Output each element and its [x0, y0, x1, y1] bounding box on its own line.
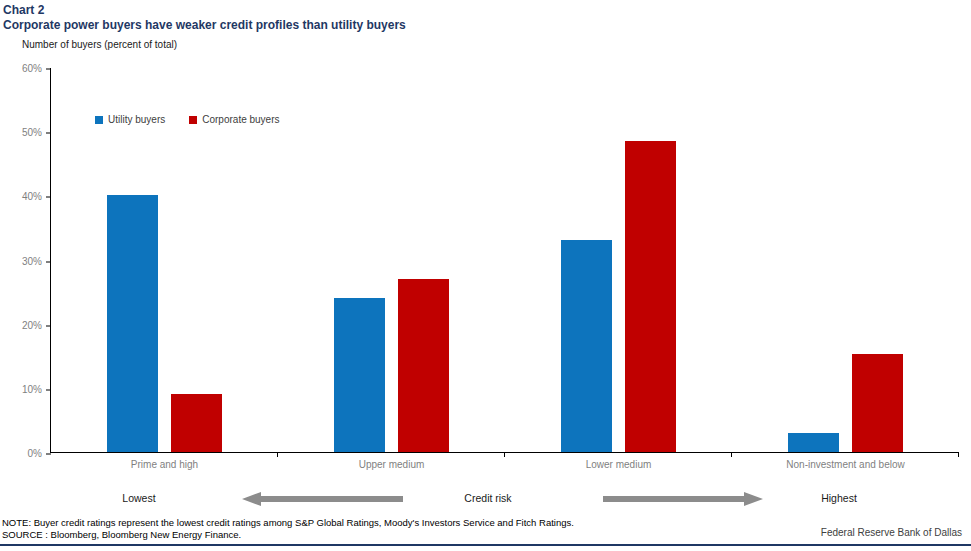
bar-utility-buyers-4: [788, 433, 839, 452]
y-axis-tick-label: 0%: [28, 448, 42, 459]
y-axis-tick-label: 60%: [22, 63, 42, 74]
legend-item-corporate: Corporate buyers: [189, 114, 279, 125]
bar-utility-buyers-2: [334, 298, 385, 452]
legend-item-utility: Utility buyers: [95, 114, 165, 125]
x-category-label: Non-investment and below: [732, 459, 959, 470]
bar-group-4: [732, 68, 959, 452]
legend-label-corporate: Corporate buyers: [202, 114, 279, 125]
y-axis-tick-label: 30%: [22, 255, 42, 266]
chart-legend: Utility buyers Corporate buyers: [95, 114, 280, 125]
utility-legend-swatch-icon: [95, 116, 103, 124]
bar-corporate-buyers-3: [625, 141, 676, 452]
y-axis-tick: [46, 197, 51, 198]
y-axis-tick: [46, 454, 51, 455]
plot-area: Utility buyers Corporate buyers 0%10%20%…: [50, 68, 958, 453]
bar-corporate-buyers-2: [398, 279, 449, 452]
chart-number-label: Chart 2: [3, 3, 44, 17]
credit-risk-low-label: Lowest: [122, 492, 155, 504]
bar-group-2: [278, 68, 505, 452]
y-axis-tick: [46, 389, 51, 390]
x-category-label: Prime and high: [51, 459, 278, 470]
y-axis-tick-label: 20%: [22, 319, 42, 330]
x-axis-tick: [731, 452, 732, 457]
credit-risk-high-label: Highest: [821, 492, 857, 504]
y-axis-tick-label: 40%: [22, 191, 42, 202]
y-axis-tick-label: 50%: [22, 127, 42, 138]
attribution-text: Federal Reserve Bank of Dallas: [821, 527, 962, 538]
y-axis-tick-label: 10%: [22, 383, 42, 394]
x-category-label: Upper medium: [278, 459, 505, 470]
bar-utility-buyers-3: [561, 240, 612, 452]
bar-utility-buyers-1: [107, 195, 158, 452]
arrow-left-icon: [242, 492, 403, 506]
y-axis-tick: [46, 325, 51, 326]
y-axis-tick: [46, 261, 51, 262]
bar-corporate-buyers-1: [171, 394, 222, 452]
bottom-rule: [0, 544, 971, 546]
bar-group-1: [51, 68, 278, 452]
x-category-label: Lower medium: [505, 459, 732, 470]
arrow-right-icon: [603, 492, 763, 506]
chart-page: Chart 2 Corporate power buyers have weak…: [0, 0, 971, 551]
x-axis-tick: [958, 452, 959, 457]
note-text: NOTE: Buyer credit ratings represent the…: [2, 517, 574, 528]
y-axis-title: Number of buyers (percent of total): [22, 39, 177, 50]
y-axis-tick: [46, 69, 51, 70]
legend-label-utility: Utility buyers: [108, 114, 165, 125]
credit-risk-axis-label: Credit risk: [464, 492, 511, 504]
bar-corporate-buyers-4: [852, 354, 903, 452]
corporate-legend-swatch-icon: [189, 116, 197, 124]
bar-group-3: [505, 68, 732, 452]
y-axis-tick: [46, 133, 51, 134]
x-axis-tick: [277, 452, 278, 457]
x-axis-tick: [504, 452, 505, 457]
source-text: SOURCE : Bloomberg, Bloomberg New Energy…: [2, 529, 241, 540]
chart-title: Corporate power buyers have weaker credi…: [3, 18, 406, 32]
